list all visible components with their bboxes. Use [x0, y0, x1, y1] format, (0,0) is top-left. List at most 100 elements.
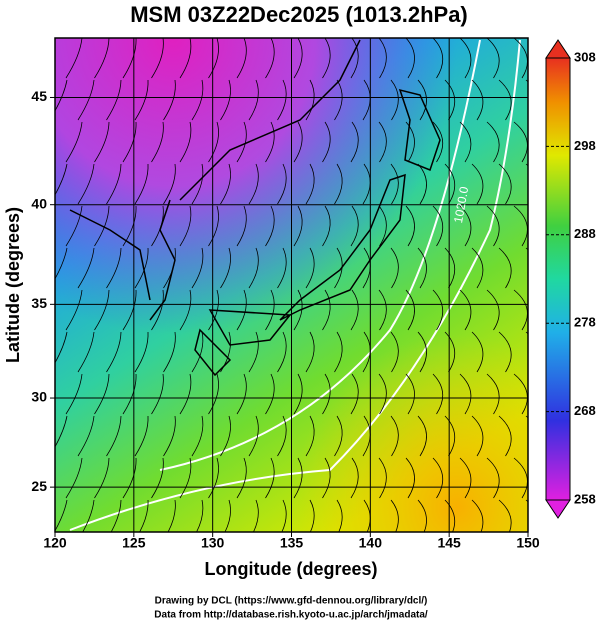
isobar	[69, 39, 521, 531]
streamline	[265, 373, 275, 415]
streamline	[334, 163, 343, 205]
streamline	[498, 247, 512, 289]
streamline	[378, 289, 387, 331]
streamline	[322, 38, 331, 79]
y-tick-label: 40	[31, 195, 47, 211]
streamline	[390, 331, 399, 373]
streamline	[444, 247, 456, 289]
streamline	[134, 331, 149, 373]
streamline	[405, 373, 415, 415]
streamline	[459, 121, 472, 163]
streamline	[191, 163, 204, 205]
streamline	[486, 289, 500, 331]
streamline	[248, 247, 259, 289]
streamline	[106, 79, 122, 121]
streamline	[459, 205, 472, 247]
contour-label: 1020.0	[451, 185, 471, 224]
streamline	[191, 247, 204, 289]
colorbar-tick-label: 298	[574, 138, 596, 153]
streamline	[220, 79, 231, 121]
streamline	[498, 415, 512, 457]
streamline	[265, 457, 275, 499]
streamlines	[55, 38, 528, 532]
streamline	[94, 121, 110, 163]
x-tick-label: 150	[516, 535, 540, 551]
streamline	[322, 289, 331, 331]
streamline	[208, 289, 219, 331]
streamline	[405, 38, 415, 79]
streamline	[55, 415, 68, 448]
streamline	[179, 373, 192, 415]
streamline	[378, 457, 387, 499]
footer-line: Data from http://database.rish.kyoto-u.a…	[154, 610, 428, 621]
streamline	[179, 121, 192, 163]
streamline	[248, 163, 259, 205]
streamline	[122, 38, 137, 79]
streamline	[151, 457, 164, 499]
streamline	[444, 79, 456, 121]
streamline	[390, 499, 399, 532]
streamline	[77, 163, 95, 205]
streamline	[94, 457, 110, 499]
streamline	[55, 38, 56, 40]
streamline	[191, 79, 204, 121]
x-tick-label: 130	[201, 535, 225, 551]
streamline	[208, 38, 219, 79]
streamline	[322, 205, 331, 247]
streamline	[208, 457, 219, 499]
streamline	[277, 415, 287, 457]
streamline	[77, 331, 95, 373]
streamline	[322, 121, 331, 163]
streamline	[350, 205, 359, 247]
streamline	[498, 499, 512, 532]
streamline	[334, 247, 343, 289]
streamline	[417, 331, 427, 373]
streamline	[350, 289, 359, 331]
x-tick-label: 125	[122, 535, 146, 551]
streamline	[248, 79, 259, 121]
streamline	[432, 38, 444, 79]
streamline	[459, 373, 472, 415]
streamline	[432, 289, 444, 331]
streamline	[378, 38, 387, 79]
streamline	[432, 457, 444, 499]
streamline	[350, 38, 359, 79]
streamline	[432, 373, 444, 415]
streamline	[322, 373, 331, 415]
streamline	[390, 163, 399, 205]
streamline	[191, 415, 204, 457]
streamline	[55, 247, 68, 280]
streamline	[293, 373, 303, 415]
chart-title: MSM 03Z22Dec2025 (1013.2hPa)	[130, 2, 468, 27]
streamline	[252, 499, 259, 532]
streamline	[106, 163, 122, 205]
streamline	[444, 163, 456, 205]
streamline	[350, 121, 359, 163]
streamline	[65, 289, 83, 331]
streamline	[248, 415, 259, 457]
streamline	[444, 415, 456, 457]
streamline	[293, 289, 303, 331]
streamline	[513, 38, 528, 79]
streamline	[163, 415, 176, 457]
streamline	[236, 289, 247, 331]
streamline	[281, 499, 287, 532]
streamline	[55, 163, 68, 196]
streamline	[134, 163, 149, 205]
streamline	[417, 79, 427, 121]
colorbar-tick-label: 288	[574, 226, 596, 241]
streamline	[122, 457, 137, 499]
streamline	[151, 121, 164, 163]
streamline	[390, 415, 399, 457]
streamline	[378, 205, 387, 247]
streamline	[94, 289, 110, 331]
streamline	[179, 38, 192, 79]
streamline	[471, 247, 484, 289]
streamline	[163, 247, 176, 289]
streamline	[236, 205, 247, 247]
colorbar-tick-label: 268	[574, 403, 596, 418]
streamline	[334, 79, 343, 121]
streamline	[498, 163, 512, 205]
streamline	[163, 79, 176, 121]
